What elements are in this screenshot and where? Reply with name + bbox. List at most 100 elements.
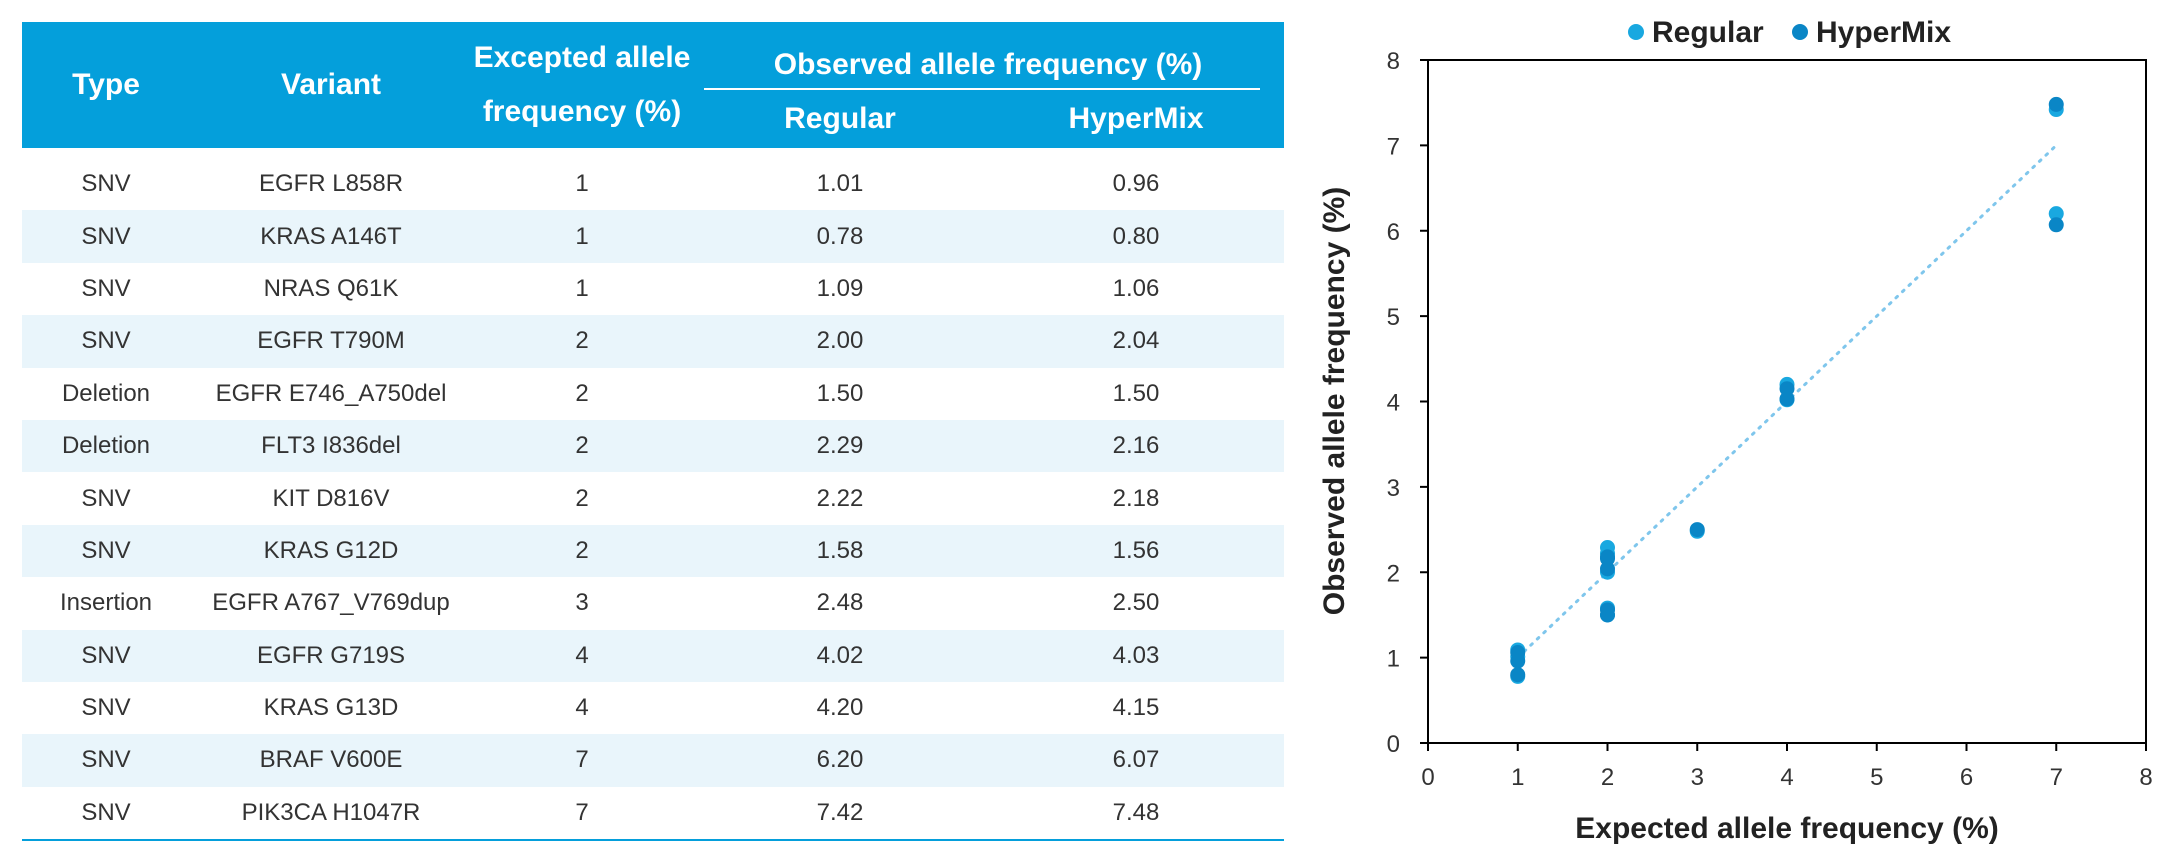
x-tick-label: 7 — [2050, 764, 2063, 791]
cell-regular: 2.22 — [692, 472, 988, 525]
header-group-divider — [704, 88, 1260, 90]
point-hypermix — [1510, 667, 1526, 683]
cell-expected: 4 — [472, 629, 692, 682]
cell-variant: EGFR E746_A750del — [190, 367, 472, 420]
cell-regular: 1.09 — [692, 262, 988, 316]
point-hypermix — [2048, 217, 2064, 233]
chart-legend: Regular HyperMix — [1628, 16, 1951, 49]
header-expected-line2: frequency (%) — [482, 95, 682, 128]
table-row: Insertion EGFR A767_V769dup 3 2.48 2.50 — [22, 577, 1284, 630]
x-axis-label: Expected allele frequency (%) — [1575, 812, 1999, 845]
header-variant: Variant — [190, 22, 472, 148]
y-tick-label: 0 — [1387, 731, 1400, 758]
cell-hypermix: 2.04 — [988, 315, 1284, 368]
data-points — [1510, 96, 2064, 684]
cell-regular: 7.42 — [692, 786, 988, 842]
header-regular: Regular — [692, 90, 988, 148]
results-table: Type Variant Excepted allele frequency (… — [22, 22, 1284, 842]
y-tick-label: 3 — [1387, 475, 1400, 502]
cell-hypermix: 0.80 — [988, 210, 1284, 263]
cell-expected: 1 — [472, 158, 692, 211]
cell-type: Insertion — [22, 577, 190, 630]
x-axis-ticks: 0 1 2 3 4 5 6 7 8 — [1421, 743, 2153, 791]
cell-hypermix: 2.18 — [988, 472, 1284, 525]
cell-hypermix: 0.96 — [988, 158, 1284, 211]
header-hypermix: HyperMix — [988, 90, 1284, 148]
allele-frequency-table: Type Variant Excepted allele frequency (… — [22, 22, 1284, 842]
cell-variant: NRAS Q61K — [190, 262, 472, 316]
y-axis-label: Observed allele frequency (%) — [1318, 187, 1351, 616]
x-tick-label: 1 — [1511, 764, 1524, 791]
cell-variant: KRAS A146T — [190, 210, 472, 263]
cell-hypermix: 1.56 — [988, 524, 1284, 578]
y-axis-ticks: 0 1 2 3 4 5 6 7 8 — [1387, 48, 1428, 758]
cell-expected: 1 — [472, 210, 692, 263]
cell-regular: 1.50 — [692, 367, 988, 420]
header-expected-line1: Excepted allele — [473, 41, 691, 74]
cell-expected: 2 — [472, 419, 692, 473]
y-tick-label: 2 — [1387, 560, 1400, 587]
table-row: SNV KRAS A146T 1 0.78 0.80 — [22, 210, 1284, 263]
x-tick-label: 3 — [1691, 764, 1704, 791]
cell-hypermix: 2.16 — [988, 419, 1284, 473]
point-hypermix — [1510, 645, 1526, 661]
cell-expected: 1 — [472, 262, 692, 316]
table-row: SNV KIT D816V 2 2.22 2.18 — [22, 472, 1284, 525]
point-regular — [2048, 206, 2064, 222]
x-tick-label: 6 — [1960, 764, 1973, 791]
y-tick-label: 4 — [1387, 390, 1400, 417]
cell-expected: 2 — [472, 524, 692, 578]
legend-label-regular: Regular — [1652, 16, 1764, 49]
table-row: SNV PIK3CA H1047R 7 7.42 7.48 — [22, 786, 1284, 842]
cell-type: Deletion — [22, 419, 190, 473]
table-body: SNV EGFR L858R 1 1.01 0.96 SNV KRAS A146T 1 0.78… — [22, 148, 1284, 842]
point-hypermix — [1600, 549, 1615, 565]
table-row: SNV EGFR G719S 4 4.02 4.03 — [22, 629, 1284, 682]
point-hypermix — [1689, 522, 1705, 538]
cell-hypermix: 4.15 — [988, 681, 1284, 735]
cell-type: SNV — [22, 786, 190, 842]
header-observed-group: Observed allele frequency (%) — [692, 22, 1284, 90]
point-hypermix — [2048, 96, 2064, 112]
cell-variant: PIK3CA H1047R — [190, 786, 472, 842]
cell-expected: 3 — [472, 577, 692, 630]
table-row: SNV KRAS G13D 4 4.20 4.15 — [22, 681, 1284, 735]
cell-variant: KRAS G13D — [190, 681, 472, 735]
cell-type: SNV — [22, 158, 190, 211]
x-tick-label: 2 — [1601, 764, 1614, 791]
cell-type: SNV — [22, 315, 190, 368]
cell-expected: 4 — [472, 681, 692, 735]
cell-hypermix: 2.50 — [988, 577, 1284, 630]
cell-regular: 6.20 — [692, 734, 988, 787]
y-tick-label: 6 — [1387, 219, 1400, 246]
cell-hypermix: 1.06 — [988, 262, 1284, 316]
cell-variant: FLT3 I836del — [190, 419, 472, 473]
cell-variant: EGFR T790M — [190, 315, 472, 368]
cell-hypermix: 1.50 — [988, 367, 1284, 420]
point-hypermix — [1779, 381, 1795, 397]
cell-hypermix: 4.03 — [988, 629, 1284, 682]
cell-regular: 4.20 — [692, 681, 988, 735]
table-row: SNV KRAS G12D 2 1.58 1.56 — [22, 524, 1284, 578]
cell-regular: 2.00 — [692, 315, 988, 368]
cell-variant: KRAS G12D — [190, 524, 472, 578]
cell-variant: BRAF V600E — [190, 734, 472, 787]
point-hypermix — [1600, 602, 1615, 618]
scatter-chart: Regular HyperMix 0 1 2 3 4 5 6 7 8 0 1 2 3 4 5 6 7 8 Expe… — [1318, 16, 2153, 845]
legend-marker-hypermix — [1792, 24, 1808, 40]
cell-hypermix: 6.07 — [988, 734, 1284, 787]
cell-expected: 7 — [472, 786, 692, 842]
cell-variant: EGFR L858R — [190, 158, 472, 211]
y-tick-label: 1 — [1387, 646, 1400, 673]
cell-expected: 7 — [472, 734, 692, 787]
table-row: SNV EGFR T790M 2 2.00 2.04 — [22, 315, 1284, 368]
legend-marker-regular — [1628, 24, 1644, 40]
header-expected-frequency: Excepted allele frequency (%) — [472, 22, 692, 148]
cell-type: SNV — [22, 734, 190, 787]
legend-label-hypermix: HyperMix — [1816, 16, 1951, 49]
header-observed-label: Observed allele frequency (%) — [773, 48, 1203, 81]
cell-type: SNV — [22, 681, 190, 735]
cell-regular: 1.01 — [692, 158, 988, 211]
cell-expected: 2 — [472, 472, 692, 525]
table-row: Deletion FLT3 I836del 2 2.29 2.16 — [22, 419, 1284, 473]
